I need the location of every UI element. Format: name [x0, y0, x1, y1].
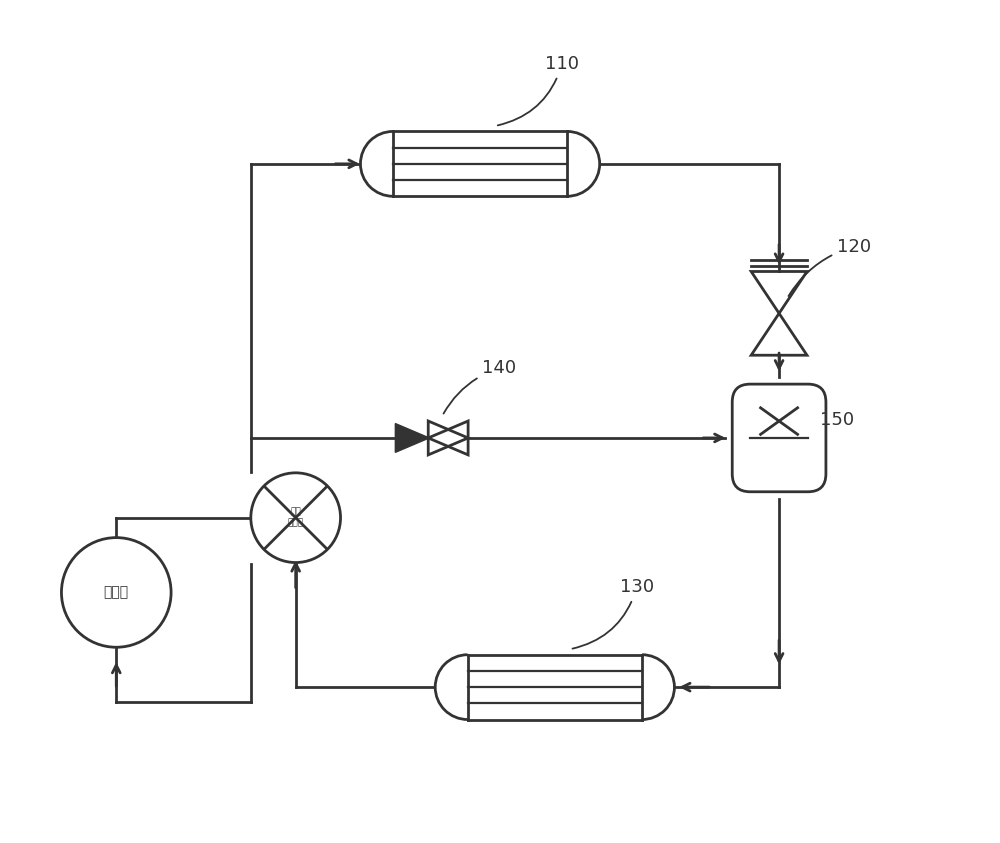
- Polygon shape: [395, 423, 429, 453]
- Text: 四通
换向阀: 四通 换向阀: [288, 507, 304, 528]
- Text: 110: 110: [498, 55, 579, 126]
- FancyBboxPatch shape: [732, 384, 826, 491]
- Text: 120: 120: [788, 238, 871, 296]
- Text: 140: 140: [444, 359, 516, 414]
- Text: 压缩机: 压缩机: [104, 585, 129, 599]
- Text: 130: 130: [572, 578, 654, 648]
- Text: 150: 150: [820, 411, 854, 429]
